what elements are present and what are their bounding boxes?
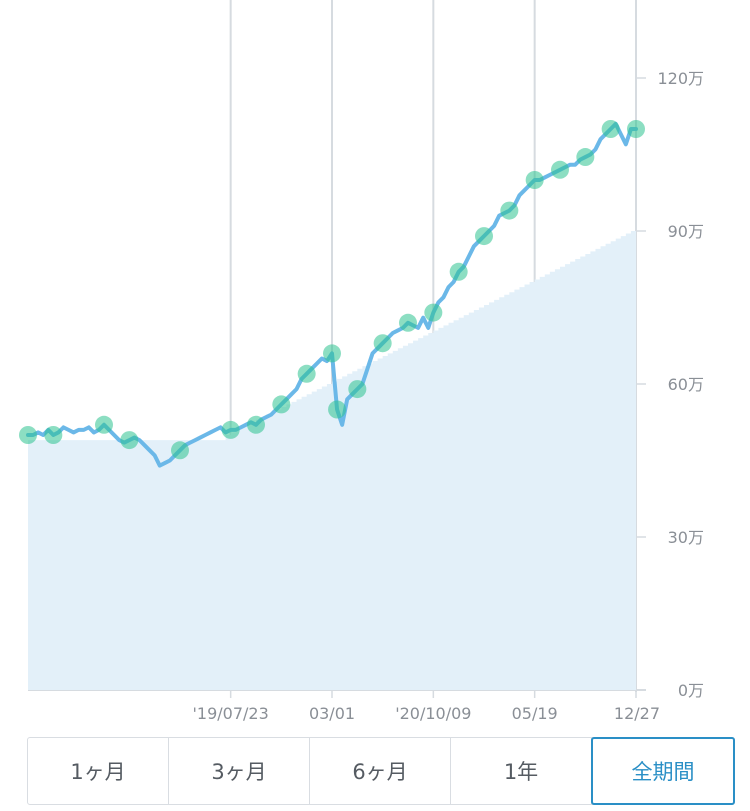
trade-marker-13 [399,313,417,332]
trade-marker-20 [576,148,595,167]
trade-marker-12 [373,334,392,353]
trade-marker-17 [500,201,519,220]
trade-marker-6 [247,415,265,434]
trade-marker-15 [449,262,468,281]
asset-chart: 120万 90万 60万 30万 0万 '19/07/23 03/01 '20/10/09 0… [19,0,704,723]
trade-marker-3 [120,431,139,450]
trade-marker-9 [323,344,341,363]
principal-area [28,231,636,690]
trade-marker-18 [525,171,544,189]
y-tick-label-3: 30万 [668,528,704,547]
x-tick-label-1: 03/01 [309,704,355,723]
trade-marker-10 [328,400,347,419]
trade-marker-16 [475,227,493,246]
period-all-button[interactable]: 全期間 [591,737,735,805]
trade-marker-21 [601,120,620,138]
trade-marker-14 [424,303,443,322]
principal-area-path [28,231,636,690]
x-tick-label-2: '20/10/09 [395,704,471,723]
trade-marker-1 [44,426,63,444]
period-1month-button[interactable]: 1ヶ月 [28,738,169,804]
trade-marker-4 [171,441,189,460]
x-tick-label-4: 12/27 [614,704,660,723]
x-tick-label-3: 05/19 [512,704,558,723]
trade-markers [19,120,645,460]
y-tick-label-0: 120万 [657,69,704,88]
x-tick-label-0: '19/07/23 [193,704,269,723]
trade-marker-22 [627,120,645,138]
period-selector: 1ヶ月 3ヶ月 6ヶ月 1年 全期間 [27,737,735,805]
x-axis-labels: '19/07/23 03/01 '20/10/09 05/19 12/27 [193,704,660,723]
period-6month-button[interactable]: 6ヶ月 [310,738,451,804]
y-axis-labels: 120万 90万 60万 30万 0万 [657,69,704,700]
trade-marker-7 [272,395,291,414]
trade-marker-11 [348,380,367,399]
trade-marker-0 [19,426,37,444]
y-tick-label-4: 0万 [678,681,704,700]
trade-marker-19 [551,160,569,179]
y-tick-label-1: 90万 [668,222,704,241]
trade-marker-2 [95,415,113,434]
trade-marker-8 [297,364,316,383]
trade-marker-5 [221,420,240,439]
y-tick-label-2: 60万 [668,375,704,394]
period-1year-button[interactable]: 1年 [451,738,592,804]
period-3month-button[interactable]: 3ヶ月 [169,738,310,804]
